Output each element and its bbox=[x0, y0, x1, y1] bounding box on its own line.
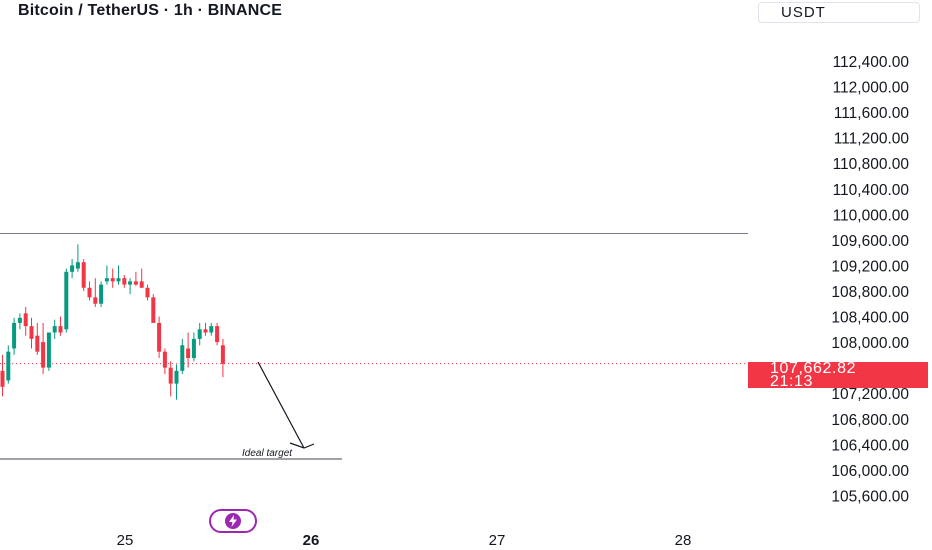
candle bbox=[209, 322, 214, 336]
arrow-drawing[interactable] bbox=[257, 361, 315, 449]
candle bbox=[58, 316, 63, 336]
candle bbox=[139, 268, 144, 288]
candle bbox=[162, 348, 167, 375]
candle bbox=[220, 338, 225, 378]
y-tick-label: 110,800.00 bbox=[833, 156, 910, 173]
candle bbox=[116, 265, 121, 285]
candle bbox=[128, 278, 133, 295]
y-tick-label: 110,000.00 bbox=[833, 207, 910, 224]
y-tick-label: 112,400.00 bbox=[833, 54, 910, 71]
candle bbox=[168, 361, 173, 397]
currency-button[interactable]: USDT bbox=[758, 2, 920, 23]
candle bbox=[157, 316, 162, 359]
candle bbox=[35, 322, 40, 355]
candle bbox=[70, 259, 75, 279]
candle bbox=[186, 332, 191, 368]
candle bbox=[12, 317, 17, 355]
y-tick-label: 107,200.00 bbox=[831, 386, 909, 403]
candle bbox=[180, 338, 185, 375]
candle bbox=[0, 354, 5, 397]
chart-title: Bitcoin / TetherUS · 1h · BINANCE bbox=[18, 2, 283, 19]
candle bbox=[215, 322, 220, 346]
lightning-icon bbox=[225, 513, 241, 529]
candle bbox=[151, 294, 156, 323]
y-tick-label: 109,600.00 bbox=[831, 233, 909, 250]
y-tick-label: 110,400.00 bbox=[833, 182, 910, 199]
y-tick-label: 106,400.00 bbox=[831, 437, 909, 454]
candle bbox=[75, 244, 80, 272]
candle bbox=[6, 345, 11, 384]
last-price-tag: 107,662.82 21:13 bbox=[748, 360, 928, 390]
y-tick-label: 106,800.00 bbox=[831, 412, 909, 429]
bar-countdown: 21:13 bbox=[770, 373, 814, 390]
candle bbox=[197, 322, 202, 346]
last-price-label: 107,662.82 bbox=[770, 360, 857, 377]
candle bbox=[174, 364, 179, 400]
candle bbox=[29, 317, 34, 349]
candle bbox=[64, 268, 69, 333]
y-tick-label: 108,000.00 bbox=[831, 335, 909, 352]
y-tick-label: 105,600.00 bbox=[831, 488, 909, 505]
candle bbox=[203, 322, 208, 336]
y-tick-label: 106,000.00 bbox=[831, 463, 909, 480]
target-label: Ideal target bbox=[242, 448, 293, 459]
candle bbox=[81, 259, 86, 291]
y-tick-label: 108,400.00 bbox=[831, 310, 909, 327]
candle bbox=[122, 275, 127, 288]
candle bbox=[41, 322, 46, 375]
candle bbox=[93, 278, 98, 307]
event-badge[interactable] bbox=[209, 509, 257, 533]
x-tick-label: 25 bbox=[117, 532, 134, 549]
x-tick-label: 28 bbox=[675, 532, 692, 549]
candle bbox=[145, 284, 150, 301]
candle bbox=[104, 265, 109, 285]
candle bbox=[191, 332, 196, 362]
y-tick-label: 111,200.00 bbox=[834, 131, 910, 148]
candle bbox=[99, 281, 104, 307]
y-tick-label: 109,200.00 bbox=[831, 258, 909, 275]
candle bbox=[87, 281, 92, 301]
candle bbox=[17, 313, 22, 330]
candle bbox=[23, 306, 28, 336]
candle bbox=[52, 319, 57, 339]
candle bbox=[110, 268, 115, 288]
y-tick-label: 111,600.00 bbox=[834, 105, 910, 122]
y-tick-label: 112,000.00 bbox=[833, 80, 910, 97]
candle bbox=[46, 332, 51, 371]
y-tick-label: 108,800.00 bbox=[831, 284, 909, 301]
candle bbox=[133, 271, 138, 286]
x-tick-label: 26 bbox=[303, 532, 320, 549]
x-tick-label: 27 bbox=[489, 532, 506, 549]
